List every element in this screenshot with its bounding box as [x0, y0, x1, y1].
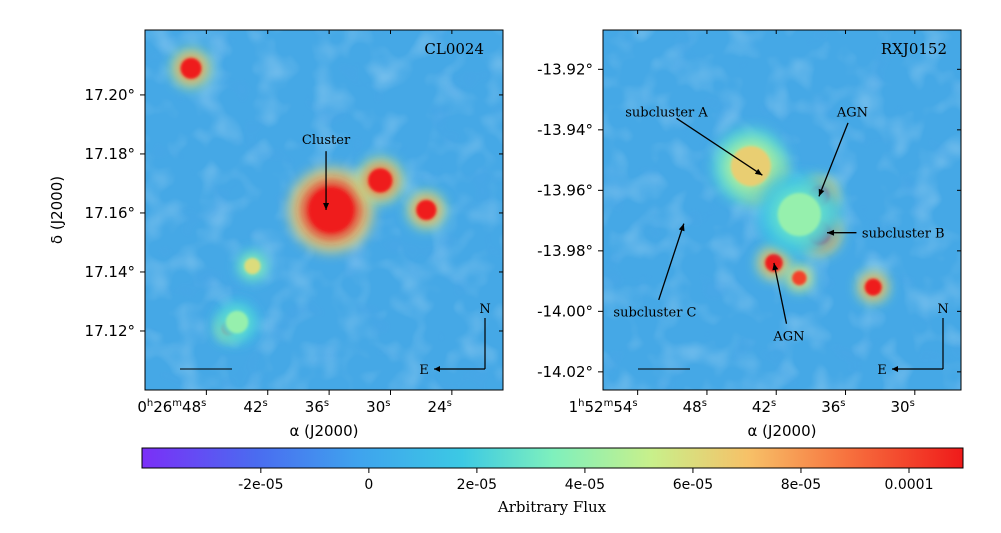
x-tick-label: 0h26m48s​ — [137, 398, 206, 416]
annotation-label: subcluster A — [625, 106, 708, 121]
x-tick-label: 1h52m54s​ — [569, 398, 638, 416]
source-core — [416, 200, 437, 220]
source-core — [864, 278, 882, 296]
y-tick-label: 17.20° — [85, 86, 135, 104]
y-tick-label: -14.00° — [537, 302, 593, 320]
annotation-arrow — [676, 117, 763, 176]
x-tick-label: 36s​ — [305, 398, 329, 416]
colorbar-gradient — [141, 447, 964, 469]
x-tick-label: 30s​ — [890, 398, 914, 416]
x-tick-label: 36s​ — [821, 398, 845, 416]
y-tick-label: 17.16° — [85, 204, 135, 222]
y-tick-label: -13.98° — [537, 242, 593, 260]
y-axis-title: δ (J2000) — [48, 176, 66, 244]
source-core — [180, 57, 202, 79]
x-tick-label: 42s​ — [243, 398, 267, 416]
compass-north-label: N — [479, 302, 490, 317]
colorbar-tick-label: 8e-05 — [781, 477, 821, 493]
annotation-arrow — [658, 223, 685, 301]
source-core — [730, 146, 771, 187]
annotation-label: subcluster B — [862, 227, 945, 242]
annotation-arrowhead — [754, 168, 763, 176]
source-core — [308, 187, 354, 233]
panel-cl0024: 17.20° 17.18° 17.16° 17.14° 17.12° 0h26m48s​… — [48, 29, 504, 440]
compass: N E — [419, 302, 490, 378]
colorbar-tick-label: 2e-05 — [457, 477, 497, 493]
source-core — [368, 168, 393, 193]
annotation-label: AGN — [772, 330, 804, 345]
flux-map-rxj0152 — [603, 30, 961, 390]
source-core — [225, 310, 249, 334]
colorbar: -2e-05 0 2e-05 4e-05 6e-05 8e-05 0.0001 Arbitr… — [141, 447, 964, 516]
annotation-label: subcluster C — [613, 305, 696, 320]
panel-label: RXJ0152 — [881, 40, 947, 58]
axes-frame — [602, 29, 962, 391]
annotation-label: Cluster — [302, 133, 351, 148]
annotation-arrowhead — [827, 229, 835, 236]
x-axis-title: α (J2000) — [748, 422, 817, 440]
colorbar-tick-label: 0 — [364, 477, 373, 493]
annotation-arrowhead — [772, 262, 779, 271]
y-tick-label: -13.96° — [537, 181, 593, 199]
y-tick-label: 17.18° — [85, 145, 135, 163]
flux-map-cl0024 — [145, 30, 503, 390]
x-tick-label: 48s​ — [683, 398, 707, 416]
colorbar-tick-label: 6e-05 — [673, 477, 713, 493]
annotation-arrowhead — [678, 223, 685, 232]
annotation-arrow — [818, 122, 849, 197]
x-tick-label: 42s​ — [752, 398, 776, 416]
y-tick-label: 17.12° — [85, 322, 135, 340]
source-core — [792, 270, 807, 286]
y-tick-label: -13.92° — [537, 60, 593, 78]
annotation-arrowhead — [323, 203, 330, 210]
colorbar-tick-label: 4e-05 — [565, 477, 605, 493]
x-axis-title: α (J2000) — [290, 422, 359, 440]
source-core — [777, 192, 821, 237]
compass-east-label: E — [877, 363, 887, 378]
colorbar-title: Arbitrary Flux — [497, 498, 607, 516]
y-tick-label: -14.02° — [537, 363, 593, 381]
compass-north-label: N — [937, 302, 948, 317]
panel-label: CL0024 — [424, 40, 484, 58]
annotation-arrow — [773, 262, 788, 324]
x-tick-label: 24s​ — [428, 398, 452, 416]
annotation-label: AGN — [836, 106, 868, 121]
annotation-arrowhead — [818, 188, 825, 197]
compass: N E — [877, 302, 948, 378]
compass-east-label: E — [419, 363, 429, 378]
colorbar-tick-label: -2e-05 — [238, 477, 283, 493]
axes-frame — [144, 29, 504, 391]
panel-rxj0152: -13.92° -13.94° -13.96° -13.98° -14.00° -14.0… — [537, 29, 962, 440]
x-tick-label: 30s​ — [366, 398, 390, 416]
y-tick-label: 17.14° — [85, 263, 135, 281]
source-core — [244, 258, 261, 275]
y-tick-label: -13.94° — [537, 121, 593, 139]
colorbar-tick-label: 0.0001 — [884, 477, 933, 493]
